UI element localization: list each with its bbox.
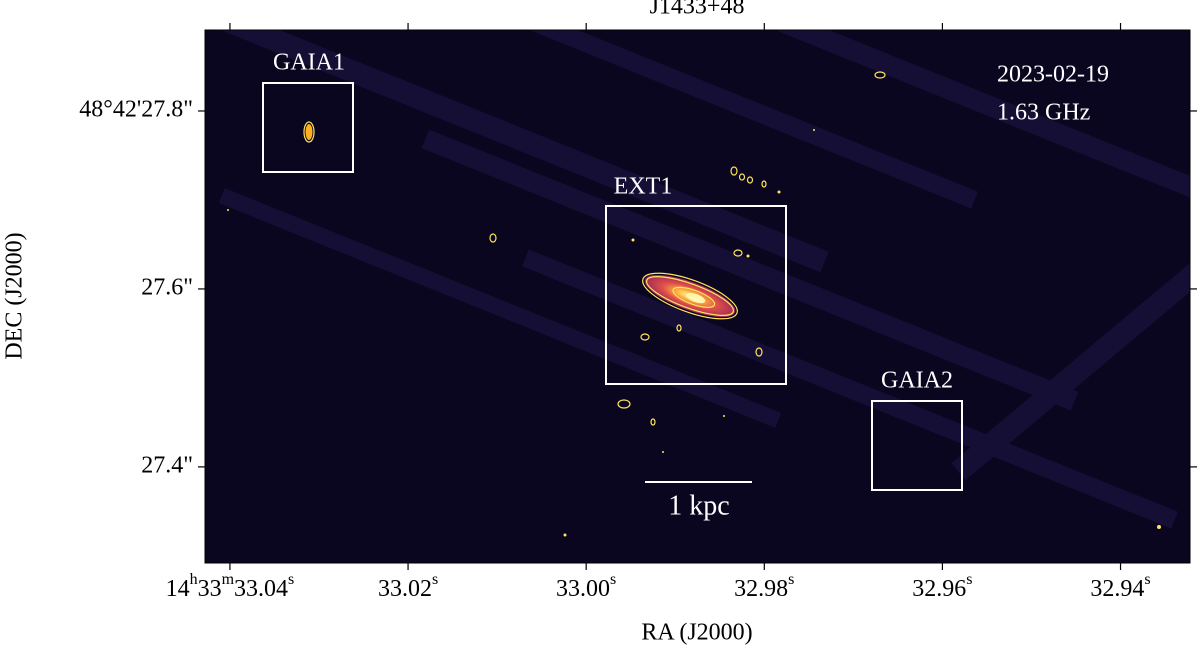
region-box bbox=[262, 82, 354, 173]
x-tick-label: 33.00s bbox=[556, 571, 616, 602]
x-tick-label: 32.96s bbox=[912, 571, 972, 602]
region-label: EXT1 bbox=[614, 174, 673, 200]
region-box bbox=[871, 400, 963, 491]
scale-label: 1 kpc bbox=[668, 490, 729, 521]
region-label: GAIA1 bbox=[273, 50, 345, 76]
y-axis-label: DEC (J2000) bbox=[2, 232, 28, 359]
source bbox=[305, 124, 313, 140]
x-tick-label: 32.94s bbox=[1090, 571, 1150, 602]
region-label: GAIA2 bbox=[881, 368, 953, 394]
y-tick-label: 27.6" bbox=[141, 274, 193, 300]
annotation: 1.63 GHz bbox=[997, 100, 1090, 126]
x-tick-label: 14h33m33.04s bbox=[166, 571, 295, 602]
x-tick-label: 32.98s bbox=[734, 571, 794, 602]
region-box bbox=[605, 205, 787, 385]
chart-title: J1433+48 bbox=[650, 0, 745, 20]
plot-frame bbox=[204, 29, 1191, 564]
y-tick-label: 48°42'27.8" bbox=[79, 96, 193, 122]
annotation: 2023-02-19 bbox=[997, 62, 1109, 88]
x-axis-label: RA (J2000) bbox=[641, 620, 752, 646]
image bbox=[205, 30, 1190, 563]
source bbox=[642, 272, 738, 320]
x-tick-label: 33.02s bbox=[378, 571, 438, 602]
y-tick-label: 27.4" bbox=[141, 452, 193, 478]
